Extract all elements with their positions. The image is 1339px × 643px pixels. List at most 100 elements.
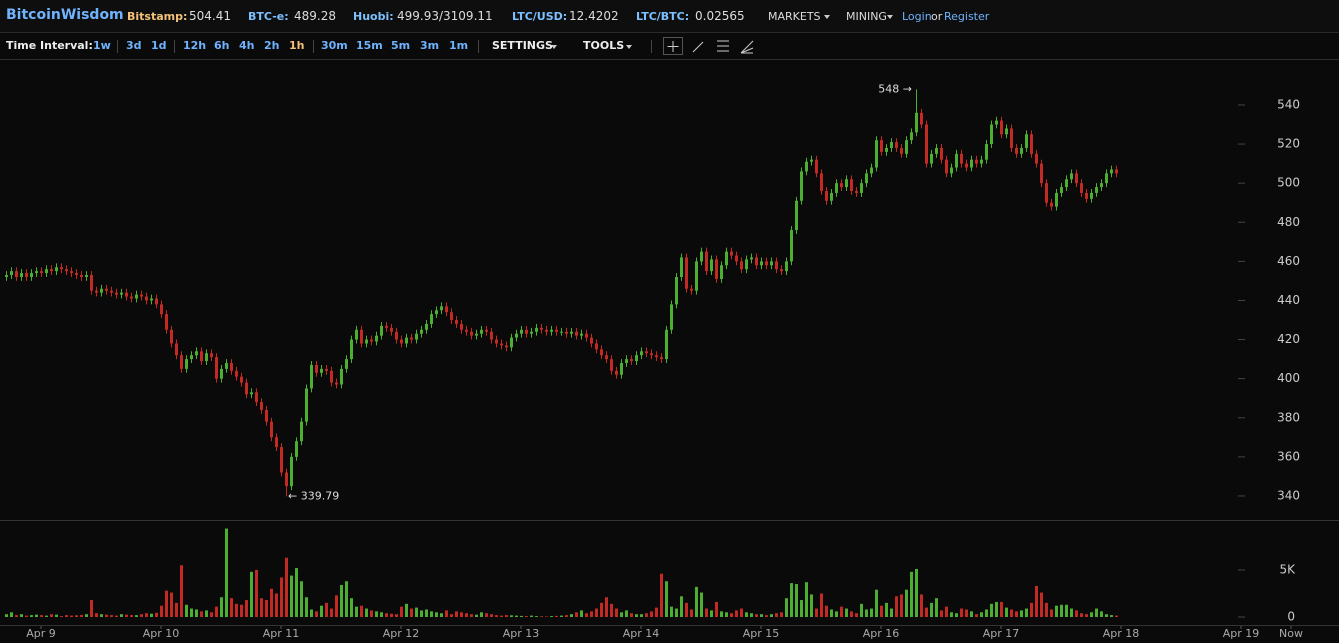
interval-link[interactable]: 1d [151,39,167,52]
min-label: ← 339.79 [288,489,339,502]
ticker-value: 12.4202 [569,9,619,23]
menu[interactable]: MARKETS [768,10,821,23]
volume-bar [450,614,453,617]
candle-body [345,359,348,369]
volume-bar [90,600,93,617]
volume-bar [405,603,408,617]
volume-bar [565,615,568,617]
ticker-label[interactable]: Huobi: [353,10,394,23]
candle-body [540,327,543,330]
volume-bar [810,594,813,617]
interval-link[interactable]: 2h [264,39,280,52]
candle-body [510,337,513,348]
volume-bar [960,608,963,617]
volume-bar [885,602,888,617]
volume-bar [790,583,793,617]
candle-body [1070,173,1073,180]
interval-link[interactable]: 30m [321,39,348,52]
interval-link[interactable]: 1m [449,39,469,52]
volume-bar [85,614,88,617]
interval-link[interactable]: 5m [391,39,411,52]
separator [117,40,118,53]
volume-bar [500,615,503,617]
header: BitcoinWisdom Bitstamp: 504.41 BTC-e: 48… [0,0,1339,33]
menu[interactable]: MINING [846,10,887,23]
login-link[interactable]: Login [902,10,932,23]
candle-body [760,261,763,266]
candle-body [995,120,998,125]
ticker-label[interactable]: LTC/USD: [512,10,568,23]
candle-body [120,292,123,295]
candle-body [190,355,193,360]
volume-bar [635,614,638,617]
volume-bar [175,602,178,617]
ticker-label[interactable]: Bitstamp: [127,10,188,23]
volume-bar [155,612,158,617]
y-tick-label: 500 [1277,176,1300,190]
interval-link[interactable]: 6h [214,39,230,52]
brand[interactable]: BitcoinWisdom [6,7,124,23]
volume-bar [785,598,788,617]
volume-bar [845,608,848,617]
volume-bar [705,608,708,617]
volume-bar [10,612,13,617]
volume-bar [830,609,833,617]
candle-body [490,331,493,340]
caret [824,15,830,19]
candle-body [615,370,618,375]
ticker-value: 499.93/3109.11 [397,9,493,23]
volume-bar [760,614,763,617]
volume-bar [640,614,643,617]
volume-bar [125,614,128,617]
candle-body [325,368,328,371]
fan-tool[interactable] [740,40,754,54]
line-tool[interactable] [692,41,704,53]
volume-bar [1075,610,1078,617]
candle-body [455,320,458,324]
candle-body [845,179,848,188]
volume-bar [30,615,33,617]
volume-bar [990,603,993,617]
candle-body [915,112,918,133]
candle-body [985,144,988,160]
settings-menu[interactable]: SETTINGS [492,39,553,52]
register-link[interactable]: Register [944,10,990,23]
candle-body [990,124,993,145]
ticker-label[interactable]: BTC-e: [248,10,289,23]
volume-bar [610,603,613,617]
candle-body [910,132,913,141]
volume-bar [50,614,53,617]
volume-bar [400,606,403,617]
volume-bar [595,608,598,617]
candle-body [410,337,413,340]
interval-link[interactable]: 3m [420,39,440,52]
volume-bar [680,596,683,617]
candle-body [600,349,603,356]
volume-bar [365,608,368,617]
tools-menu[interactable]: TOOLS [583,39,625,52]
interval-link[interactable]: 3d [126,39,142,52]
volume-bar [670,606,673,617]
interval-link[interactable]: 1w [93,39,111,52]
candle-body [265,409,268,422]
volume-bar [825,605,828,617]
volume-bar [295,568,298,617]
ticker-label[interactable]: LTC/BTC: [636,10,690,23]
volume-bar [265,600,268,617]
hlines-tool[interactable] [717,40,729,52]
candle-body [885,147,888,152]
candle-body [425,323,428,330]
volume-bar [540,616,543,617]
volume-bar [1035,585,1038,617]
volume-bar [905,589,908,617]
interval-link[interactable]: 12h [183,39,207,52]
volume-bar [945,606,948,617]
interval-link[interactable]: 1h [289,39,305,52]
volume-bar [190,608,193,617]
volume-bar [395,614,398,617]
volume-bar [1050,609,1053,617]
interval-link[interactable]: 15m [356,39,383,52]
volume-bar [995,601,998,617]
interval-link[interactable]: 4h [239,39,255,52]
crosshair-tool[interactable] [667,41,679,52]
